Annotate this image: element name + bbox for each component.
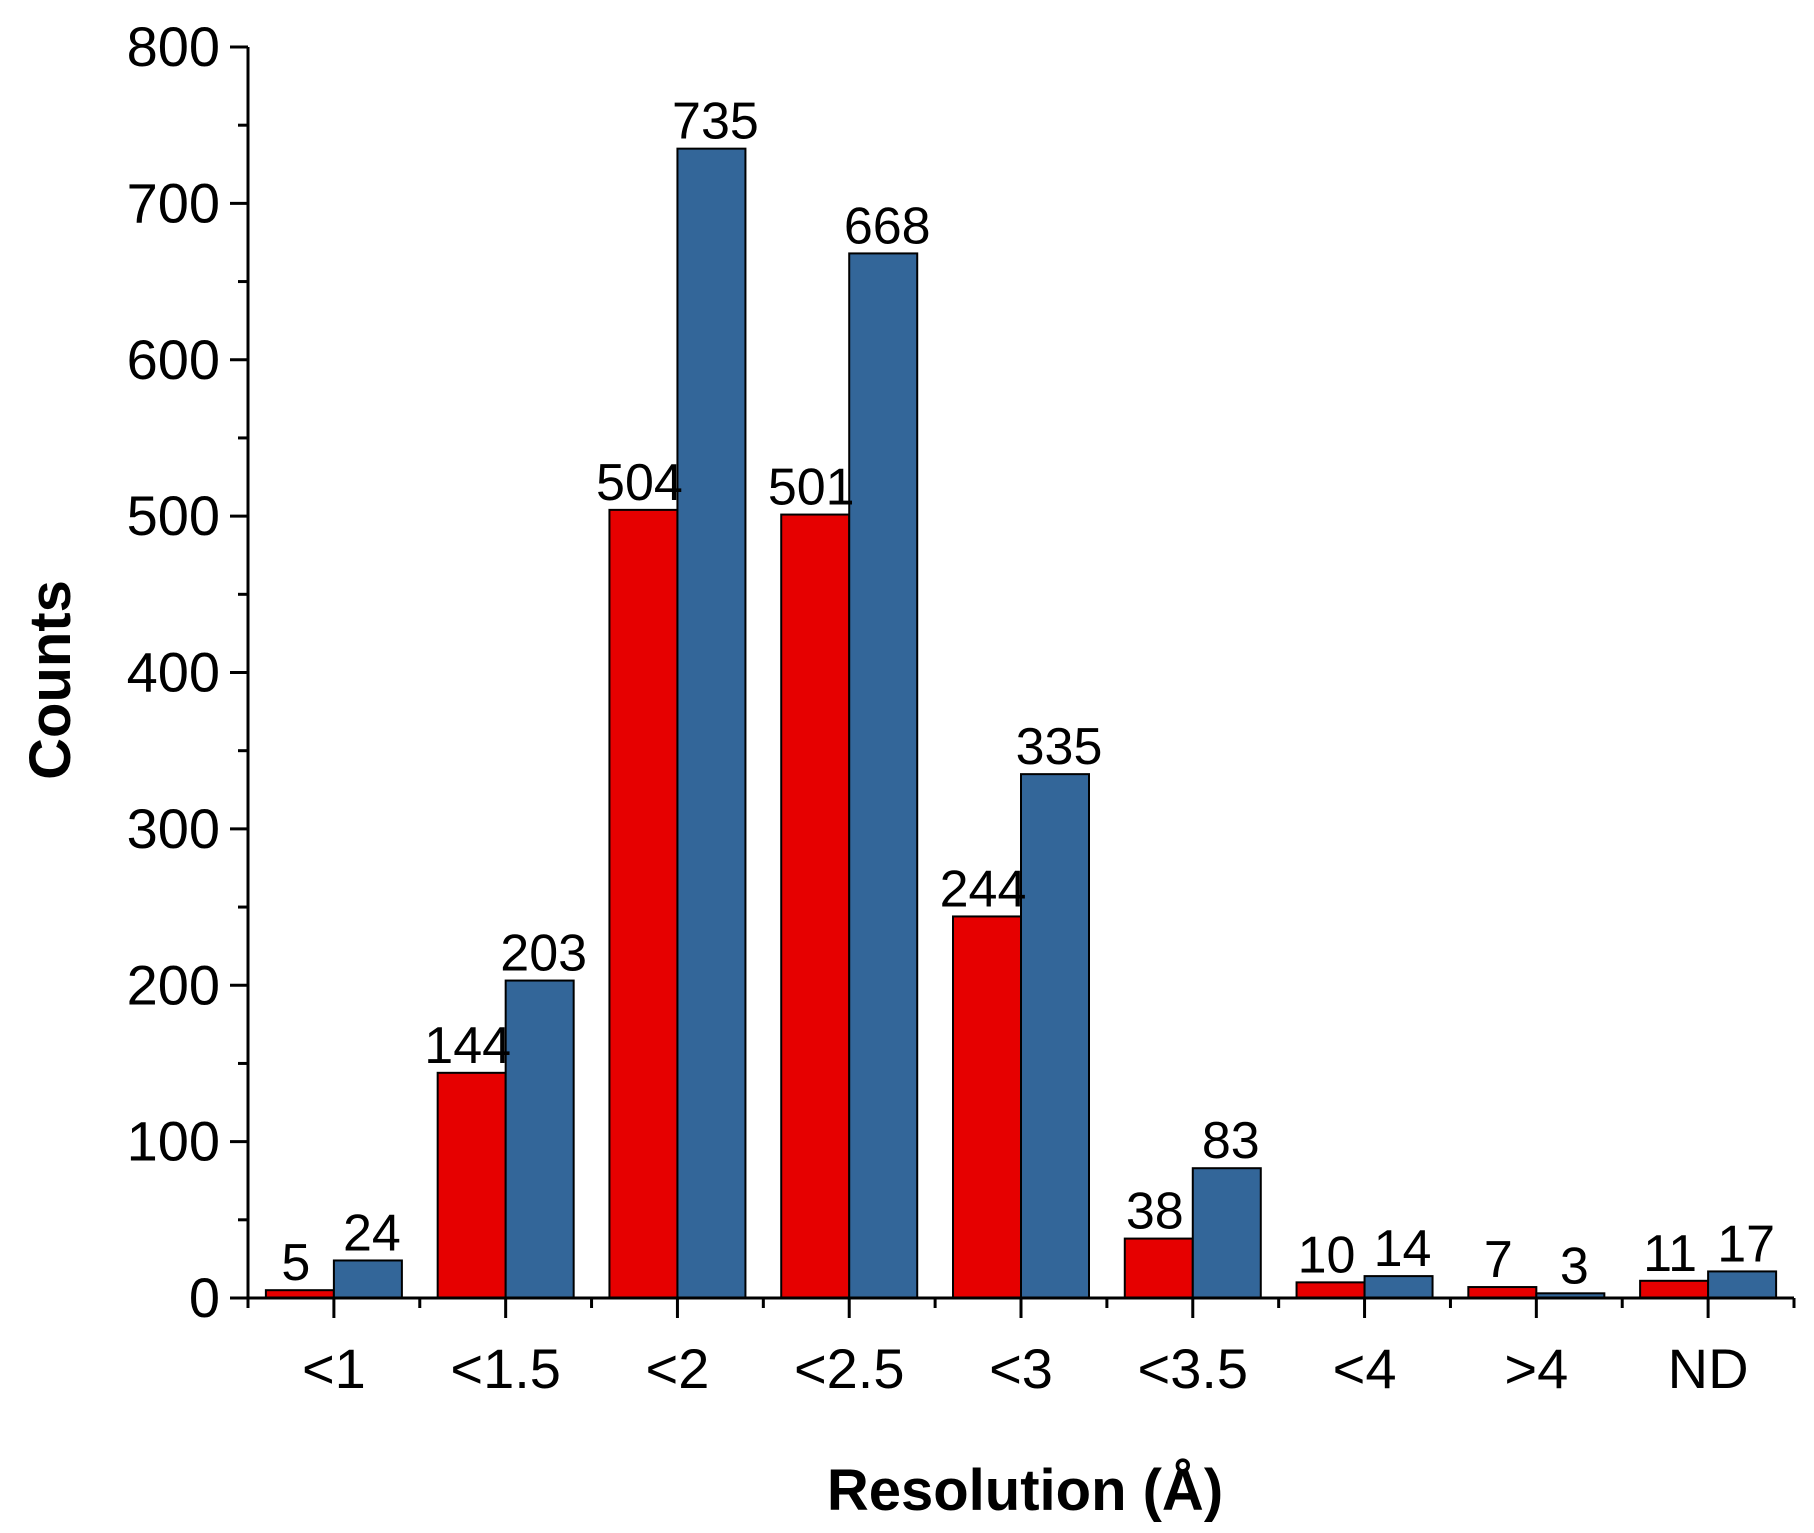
bar-series-1 [1639, 1279, 1710, 1299]
x-tick-label: ND [1668, 1337, 1749, 1400]
bar-series-2 [848, 252, 919, 1299]
bars-layer [264, 147, 1778, 1300]
data-label: 501 [768, 459, 855, 517]
bar-series-2 [1020, 773, 1090, 1299]
x-tick-label: <2 [646, 1337, 710, 1400]
x-tick-label: >4 [1504, 1337, 1568, 1400]
data-label: 203 [500, 925, 587, 983]
data-label: 17 [1717, 1215, 1775, 1273]
data-label: 335 [1016, 718, 1103, 776]
x-ticks-layer: <1 <1.5 <2 <2.5 <3 <3.5 <4 >4 ND [246, 1298, 1796, 1400]
data-label: 144 [424, 1017, 511, 1075]
data-label: 7 [1484, 1231, 1513, 1289]
bar-series-2 [504, 979, 575, 1300]
value-labels-layer: 5 144 504 501 244 38 10 7 11 24 203 735 668 335 83 14 3 1… [281, 93, 1775, 1296]
bar-series-1 [780, 513, 851, 1299]
x-tick-label: <3.5 [1137, 1337, 1248, 1400]
y-axis-title: Counts [18, 580, 83, 780]
y-tick-label: 800 [127, 15, 220, 78]
data-label: 668 [844, 197, 931, 255]
bar-series-2 [332, 1259, 403, 1299]
bar-series-2 [676, 147, 747, 1299]
data-label: 11 [1643, 1225, 1697, 1283]
bar-series-1 [436, 1071, 507, 1299]
y-tick-label: 100 [127, 1110, 220, 1173]
y-tick-label: 300 [127, 797, 220, 860]
y-ticks-layer: 0 100 200 300 400 500 600 700 800 [127, 15, 248, 1329]
data-label: 504 [596, 454, 683, 512]
data-label: 244 [940, 860, 1027, 918]
data-label: 83 [1202, 1112, 1260, 1170]
bar-series-1 [608, 508, 679, 1299]
y-tick-label: 400 [127, 641, 220, 704]
data-label: 5 [281, 1234, 310, 1292]
y-tick-label: 200 [127, 953, 220, 1016]
y-tick-label: 500 [127, 484, 220, 547]
y-tick-label: 700 [127, 171, 220, 234]
data-label: 24 [343, 1204, 401, 1262]
data-label: 3 [1560, 1237, 1589, 1295]
data-label: 14 [1374, 1220, 1432, 1278]
data-label: 735 [672, 93, 759, 151]
bar-series-2 [1191, 1167, 1262, 1299]
data-label: 10 [1298, 1226, 1356, 1284]
x-tick-label: <1.5 [450, 1337, 561, 1400]
data-label: 38 [1126, 1183, 1184, 1241]
bar-series-1 [952, 915, 1022, 1299]
y-tick-label: 600 [127, 328, 220, 391]
x-tick-label: <4 [1333, 1337, 1397, 1400]
bar-series-2 [1363, 1275, 1434, 1300]
x-tick-label: <2.5 [794, 1337, 905, 1400]
x-tick-label: <3 [989, 1337, 1053, 1400]
x-axis-title: Resolution (Å) [827, 1458, 1223, 1523]
y-tick-label: 0 [189, 1266, 220, 1329]
bar-series-2 [1707, 1270, 1778, 1300]
x-tick-label: <1 [302, 1337, 366, 1400]
bar-series-1 [1295, 1281, 1366, 1300]
bar-series-1 [1123, 1237, 1194, 1300]
